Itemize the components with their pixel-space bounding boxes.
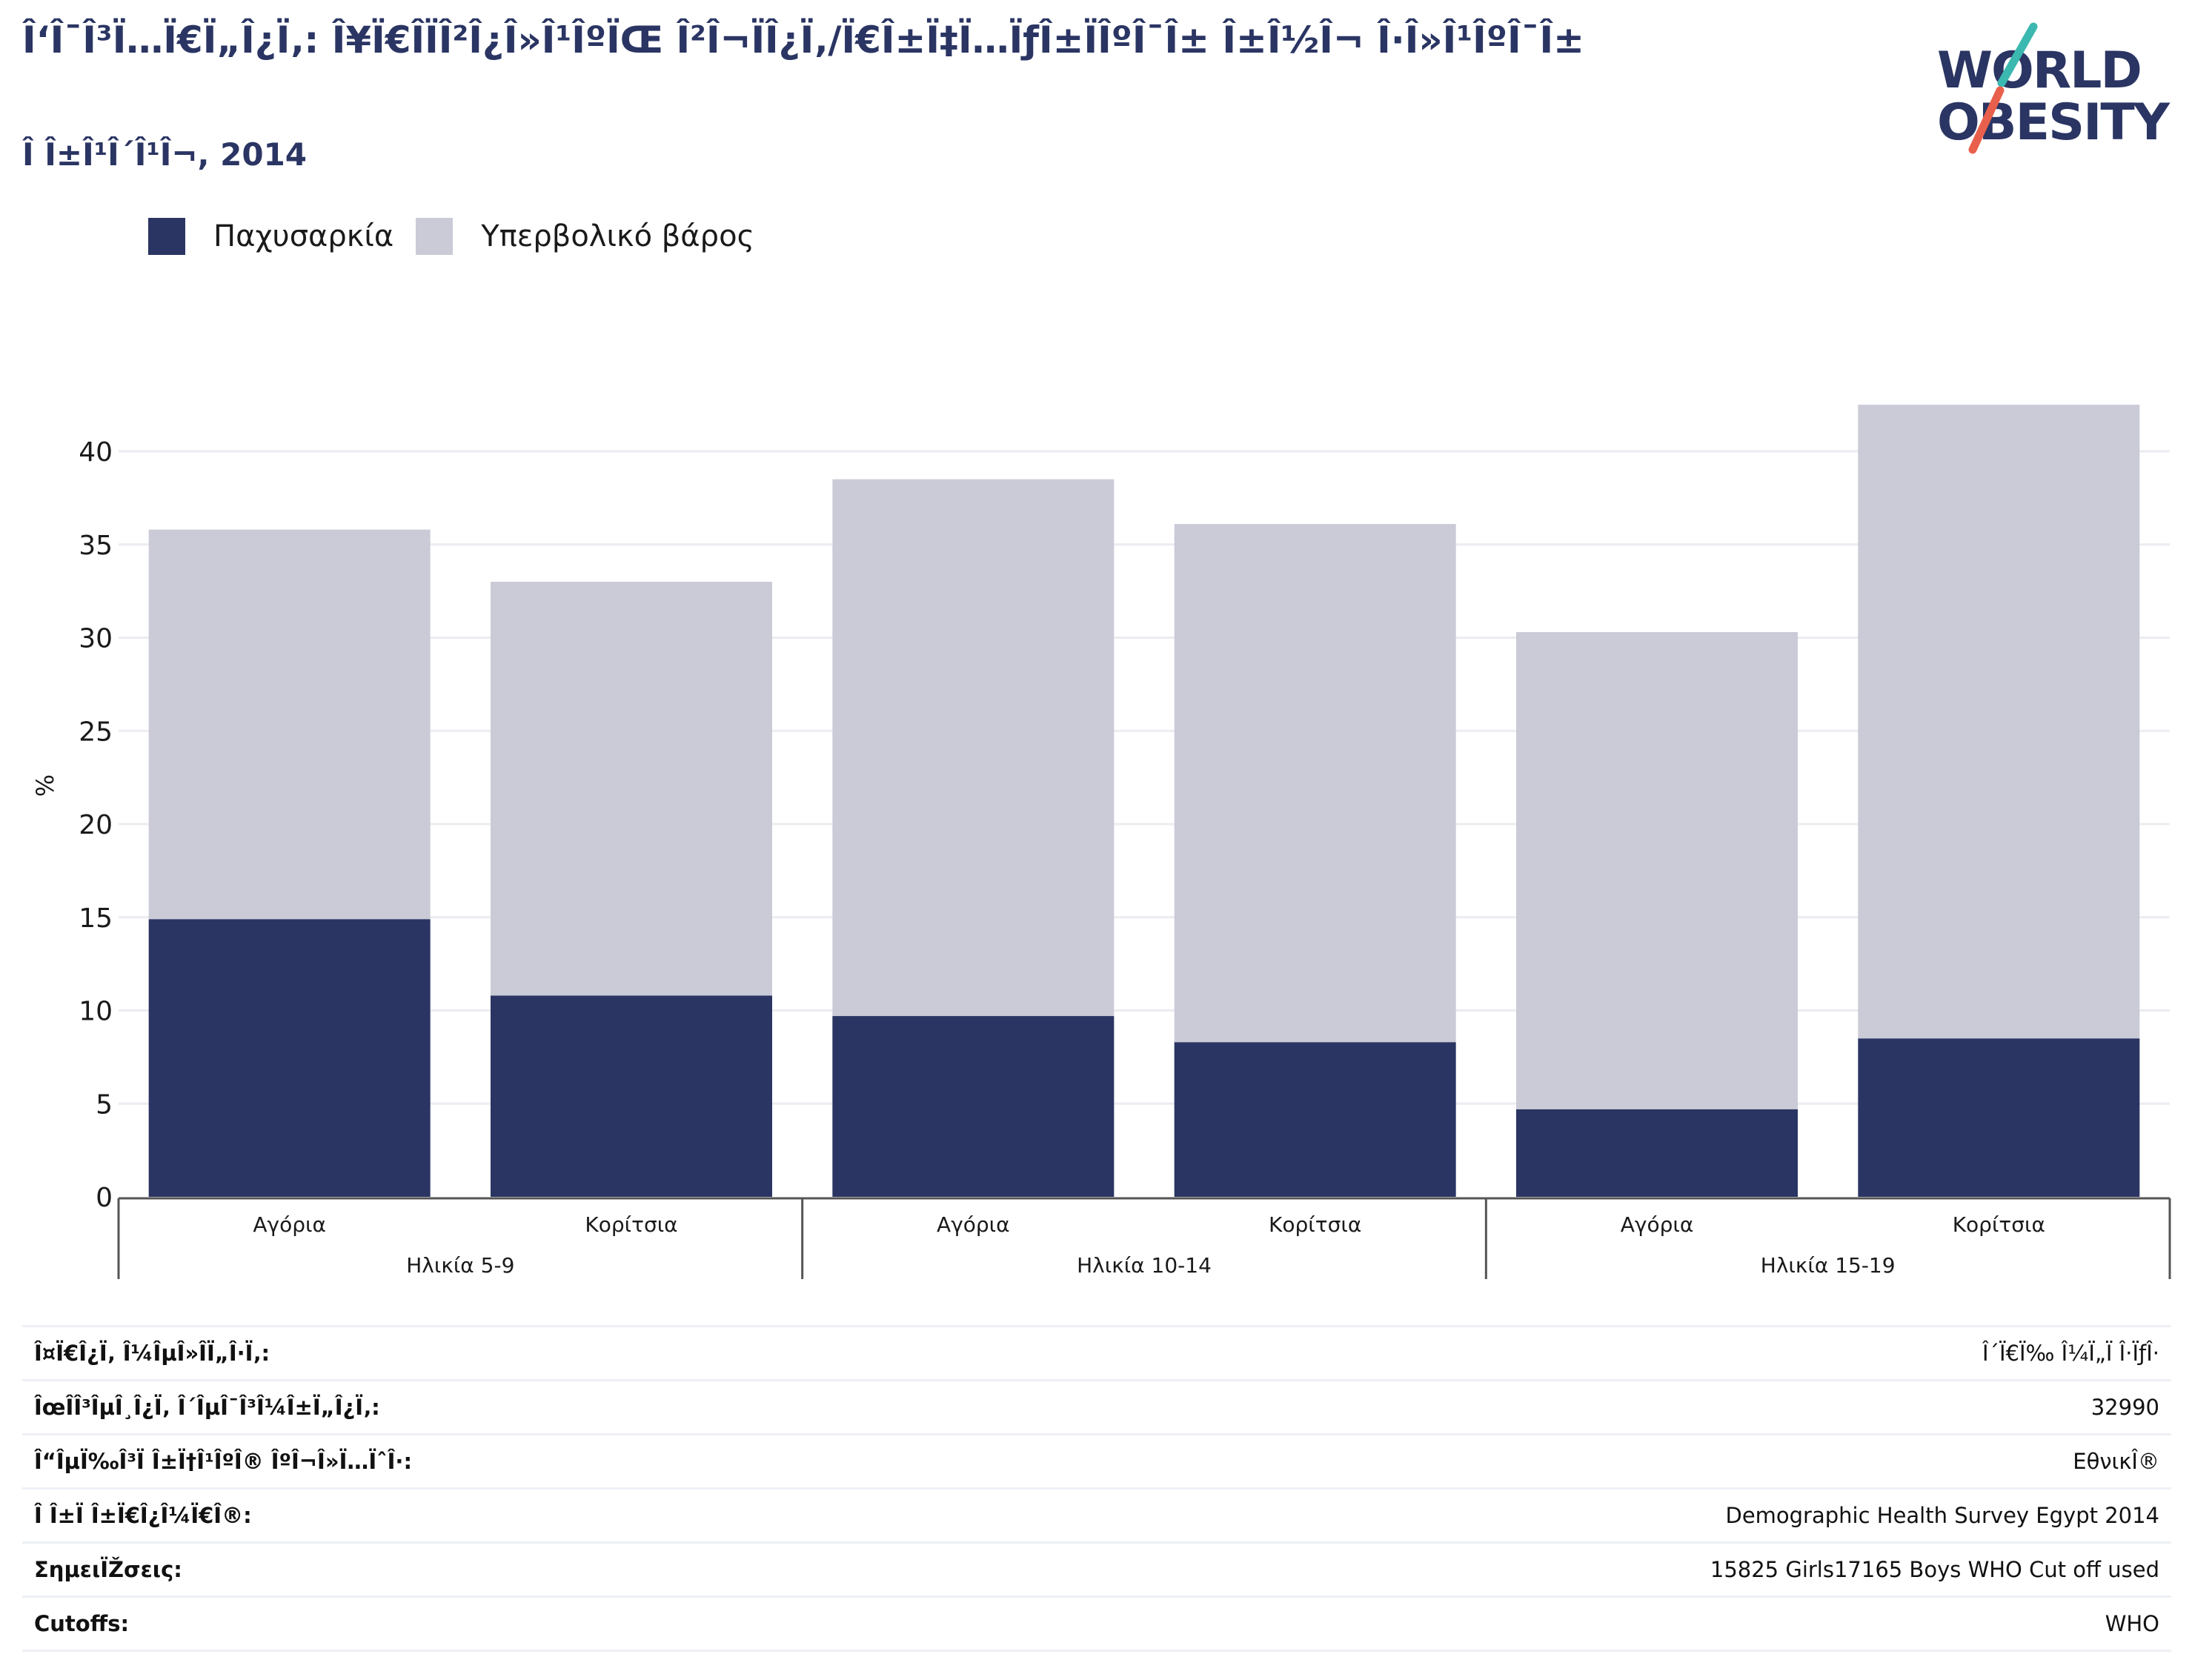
bar-overweight bbox=[1858, 405, 2140, 1039]
metadata-label: Î¤Ï€Î¿Ï‚ Î¼ÎµÎ»Î­Ï„Î·Ï‚: bbox=[34, 1341, 270, 1366]
bar-overweight bbox=[832, 479, 1115, 1017]
metadata-table: Î¤Ï€Î¿Ï‚ Î¼ÎµÎ»Î­Ï„Î·Ï‚: Î´Ï€Ï‰ Î¼Ï„Ï Î·Ï… bbox=[22, 1325, 2171, 1652]
metadata-row: ΣημειÏŽσεις: 15825 Girls17165 Boys WHO Cu… bbox=[22, 1541, 2171, 1596]
metadata-row: ÎœÎ­Î³ÎµÎ¸Î¿Ï‚ Î´ÎµÎ¯Î³Î¼Î±Ï„Î¿Ï‚: 32990 bbox=[22, 1379, 2171, 1433]
bar-overweight bbox=[1174, 524, 1456, 1043]
metadata-value: 15825 Girls17165 Boys WHO Cut off used bbox=[1710, 1557, 2159, 1582]
chart-subtitle: Î Î±Î¹Î´Î¹Î¬, 2014 bbox=[22, 136, 308, 173]
chart-title: Î‘Î¯Î³Ï…Ï€Ï„Î¿Ï‚: Î¥Ï€Î­ÏÎ²Î¿Î»Î¹ÎºÏŒ Î²… bbox=[22, 19, 1585, 62]
metadata-row: Cutoffs: WHO bbox=[22, 1596, 2171, 1652]
bar-obesity bbox=[1516, 1109, 1798, 1197]
metadata-value: 32990 bbox=[2090, 1395, 2159, 1420]
y-tick-label: 20 bbox=[79, 810, 113, 840]
metadata-label: Î“ÎµÏ‰Î³Ï Î±Ï†Î¹ÎºÎ® ÎºÎ¬Î»Ï…ÏˆÎ·: bbox=[34, 1449, 413, 1474]
bar-obesity bbox=[832, 1016, 1115, 1197]
world-obesity-logo: WORLD OBESITY bbox=[1922, 22, 2174, 156]
metadata-value: ΕθνικÎ® bbox=[2073, 1449, 2159, 1474]
metadata-value: WHO bbox=[2105, 1611, 2159, 1636]
y-tick-label: 30 bbox=[79, 624, 113, 654]
metadata-label: ÎœÎ­Î³ÎµÎ¸Î¿Ï‚ Î´ÎµÎ¯Î³Î¼Î±Ï„Î¿Ï‚: bbox=[34, 1395, 380, 1420]
metadata-row: Î“ÎµÏ‰Î³Ï Î±Ï†Î¹ÎºÎ® ÎºÎ¬Î»Ï…ÏˆÎ·: ΕθνικÎ… bbox=[22, 1433, 2171, 1487]
x-tick-label: Κορίτσια bbox=[585, 1212, 677, 1237]
x-tick-label: Αγόρια bbox=[937, 1212, 1010, 1237]
metadata-label: Î Î±Ï Î±Ï€Î¿Î¼Ï€Î®: bbox=[34, 1503, 252, 1528]
metadata-row: Î Î±Ï Î±Ï€Î¿Î¼Ï€Î®: Demographic Health Su… bbox=[22, 1487, 2171, 1541]
y-tick-label: 40 bbox=[79, 437, 113, 468]
metadata-label: ΣημειÏŽσεις: bbox=[34, 1557, 182, 1582]
legend-item-overweight[interactable]: Υπερβολικό βάρος bbox=[416, 218, 754, 255]
y-tick-label: 25 bbox=[79, 717, 113, 747]
bar-overweight bbox=[491, 582, 772, 996]
legend-label-overweight: Υπερβολικό βάρος bbox=[481, 219, 755, 253]
group-label: Ηλικία 5-9 bbox=[406, 1253, 514, 1278]
bar-obesity bbox=[1858, 1038, 2140, 1197]
stacked-bar-chart: 0 5 10 15 20 25 30 35 40% Αγόρια Κορίτσια Αγόρια Κορ… bbox=[31, 405, 2171, 1279]
group-label: Ηλικία 15-19 bbox=[1761, 1253, 1896, 1278]
legend-swatch-overweight bbox=[416, 218, 454, 255]
y-tick-label: 15 bbox=[79, 903, 113, 934]
metadata-label: Cutoffs: bbox=[34, 1611, 130, 1636]
y-tick-label: 0 bbox=[96, 1183, 113, 1213]
x-tick-label: Κορίτσια bbox=[1269, 1212, 1361, 1237]
legend-swatch-obesity bbox=[148, 218, 185, 255]
x-tick-label: Κορίτσια bbox=[1953, 1212, 2045, 1237]
group-label: Ηλικία 10-14 bbox=[1077, 1253, 1212, 1278]
y-axis-label: % bbox=[31, 774, 59, 797]
y-tick-label: 10 bbox=[79, 997, 113, 1027]
metadata-row: Î¤Ï€Î¿Ï‚ Î¼ÎµÎ»Î­Ï„Î·Ï‚: Î´Ï€Ï‰ Î¼Ï„Ï Î·Ï… bbox=[22, 1325, 2171, 1379]
bar-obesity bbox=[1174, 1042, 1456, 1197]
metadata-value: Î´Ï€Ï‰ Î¼Ï„Ï Î·ÏƒÎ· bbox=[1982, 1341, 2159, 1366]
logo-line1: WORLD bbox=[1937, 41, 2141, 100]
bar-overweight bbox=[1516, 631, 1798, 1109]
y-tick-label: 5 bbox=[96, 1089, 113, 1120]
y-tick-label: 35 bbox=[79, 531, 113, 561]
bar-overweight bbox=[148, 529, 431, 920]
logo-slash-teal bbox=[1997, 22, 2038, 87]
x-tick-label: Αγόρια bbox=[253, 1212, 326, 1237]
metadata-value: Demographic Health Survey Egypt 2014 bbox=[1725, 1503, 2159, 1528]
bar-obesity bbox=[491, 995, 772, 1197]
logo-slash-coral bbox=[1968, 86, 2005, 154]
legend-label-obesity: Παχυσαρκία bbox=[213, 219, 394, 253]
legend: Παχυσαρκία Υπερβολικό βάρος bbox=[148, 218, 777, 255]
legend-item-obesity[interactable]: Παχυσαρκία bbox=[148, 218, 393, 255]
bar-obesity bbox=[148, 919, 431, 1197]
x-tick-label: Αγόρια bbox=[1621, 1212, 1694, 1237]
